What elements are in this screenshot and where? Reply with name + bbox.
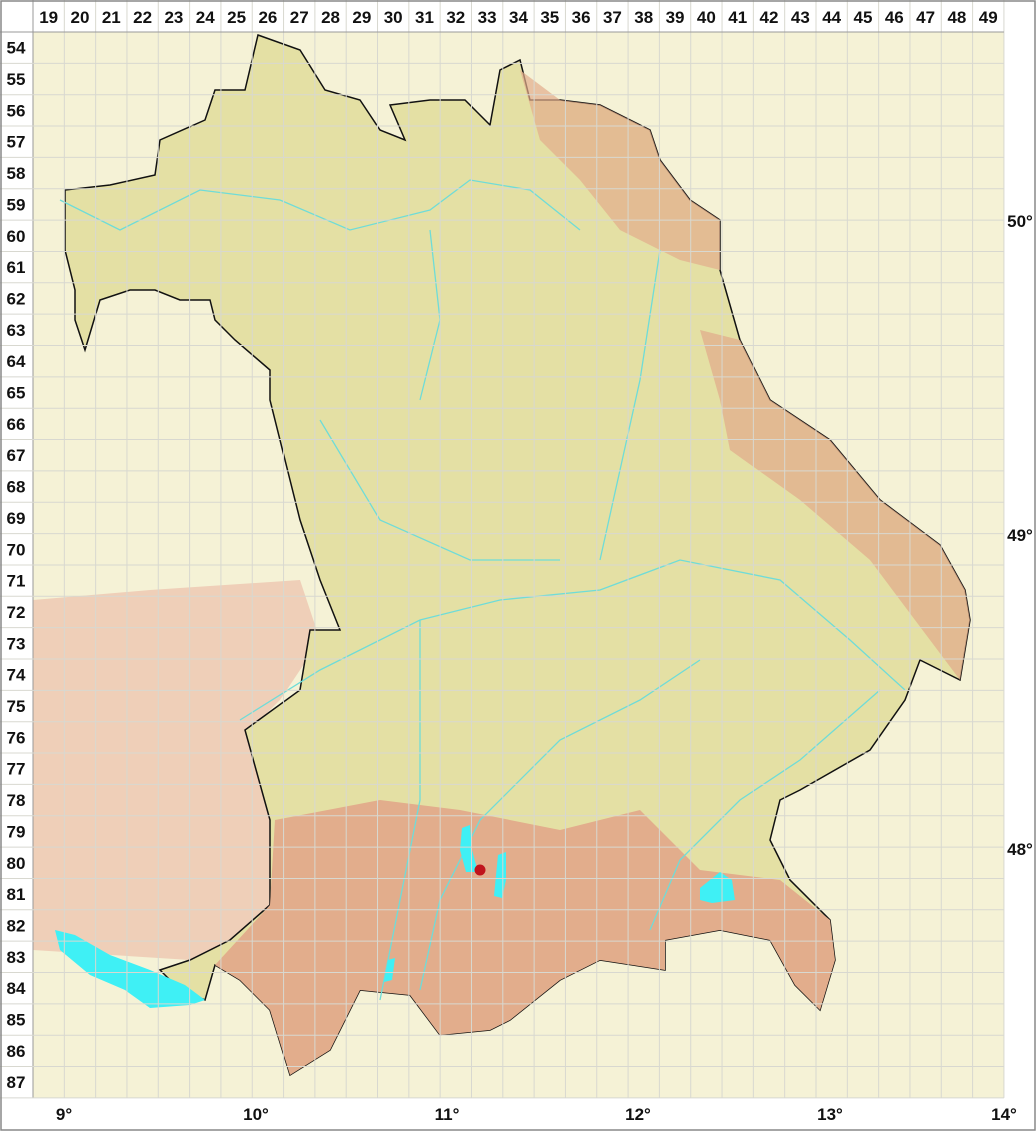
column-label: 36 xyxy=(572,8,591,27)
river-main xyxy=(59,179,581,231)
column-label: 35 xyxy=(540,8,559,27)
longitude-label: 10° xyxy=(243,1105,269,1124)
row-label: 80 xyxy=(7,854,26,873)
map-body xyxy=(0,0,1005,1099)
row-label: 77 xyxy=(7,760,26,779)
row-label: 81 xyxy=(7,885,26,904)
column-label: 45 xyxy=(854,8,873,27)
row-label: 85 xyxy=(7,1011,26,1030)
row-label: 87 xyxy=(7,1073,26,1092)
longitude-label: 9° xyxy=(56,1105,72,1124)
column-label: 22 xyxy=(133,8,152,27)
longitude-label: 14° xyxy=(991,1105,1017,1124)
column-label: 37 xyxy=(603,8,622,27)
column-label: 20 xyxy=(71,8,90,27)
row-label: 78 xyxy=(7,791,26,810)
row-label: 79 xyxy=(7,822,26,841)
row-label: 84 xyxy=(7,979,26,998)
column-label: 23 xyxy=(164,8,183,27)
row-label: 61 xyxy=(7,258,26,277)
row-label: 63 xyxy=(7,321,26,340)
column-label: 39 xyxy=(666,8,685,27)
row-label: 60 xyxy=(7,227,26,246)
relief-alpine-foreland xyxy=(215,800,835,1075)
row-label: 68 xyxy=(7,478,26,497)
river-isar xyxy=(419,659,701,991)
row-label: 58 xyxy=(7,164,26,183)
relief-bavarian-forest xyxy=(700,330,970,680)
column-label: 41 xyxy=(728,8,747,27)
column-label: 48 xyxy=(947,8,966,27)
row-label: 66 xyxy=(7,415,26,434)
row-label: 70 xyxy=(7,540,26,559)
row-label: 62 xyxy=(7,289,26,308)
lake-forggensee xyxy=(384,958,395,982)
row-label: 72 xyxy=(7,603,26,622)
column-label: 24 xyxy=(196,8,215,27)
column-label: 46 xyxy=(885,8,904,27)
column-label: 29 xyxy=(352,8,371,27)
row-label: 73 xyxy=(7,634,26,653)
row-label: 59 xyxy=(7,195,26,214)
row-label: 69 xyxy=(7,509,26,528)
row-label: 67 xyxy=(7,446,26,465)
column-label: 42 xyxy=(760,8,779,27)
row-label: 86 xyxy=(7,1042,26,1061)
column-label: 33 xyxy=(478,8,497,27)
column-label: 32 xyxy=(446,8,465,27)
column-label: 27 xyxy=(290,8,309,27)
column-label: 47 xyxy=(916,8,935,27)
column-label: 38 xyxy=(634,8,653,27)
longitude-label: 13° xyxy=(817,1105,843,1124)
river-naab xyxy=(599,249,661,561)
rivers xyxy=(59,179,906,1001)
river-danube xyxy=(239,559,906,721)
row-label: 54 xyxy=(7,39,26,58)
lake-chiemsee xyxy=(700,872,735,903)
row-label: 75 xyxy=(7,697,26,716)
row-label: 65 xyxy=(7,384,26,403)
river-altmuehl xyxy=(319,419,560,561)
row-label: 83 xyxy=(7,948,26,967)
column-label: 43 xyxy=(791,8,810,27)
river-lech xyxy=(379,620,421,1001)
latitude-label: 48° xyxy=(1007,840,1033,859)
column-label: 25 xyxy=(227,8,246,27)
occurrence-marker xyxy=(474,864,486,876)
row-label: 64 xyxy=(7,352,26,371)
longitude-label: 12° xyxy=(625,1105,651,1124)
relief-southwest xyxy=(33,580,320,960)
latitude-label: 50° xyxy=(1007,212,1033,231)
column-label: 28 xyxy=(321,8,340,27)
row-label: 56 xyxy=(7,101,26,120)
river-inn xyxy=(649,689,881,931)
lake-constance xyxy=(55,930,205,1008)
column-label: 49 xyxy=(979,8,998,27)
row-label: 82 xyxy=(7,916,26,935)
column-label: 26 xyxy=(258,8,277,27)
row-label: 76 xyxy=(7,728,26,747)
row-label: 55 xyxy=(7,70,26,89)
row-label: 57 xyxy=(7,133,26,152)
row-label: 74 xyxy=(7,666,26,685)
column-label: 30 xyxy=(384,8,403,27)
latitude-label: 49° xyxy=(1007,526,1033,545)
column-label: 21 xyxy=(102,8,121,27)
lake-ammersee xyxy=(460,825,478,872)
column-label: 19 xyxy=(39,8,58,27)
row-label: 71 xyxy=(7,572,26,591)
column-label: 44 xyxy=(822,8,841,27)
column-label: 31 xyxy=(415,8,434,27)
longitude-label: 11° xyxy=(435,1105,460,1124)
column-label: 40 xyxy=(697,8,716,27)
grid-lines xyxy=(0,0,1005,1099)
column-label: 34 xyxy=(509,8,528,27)
